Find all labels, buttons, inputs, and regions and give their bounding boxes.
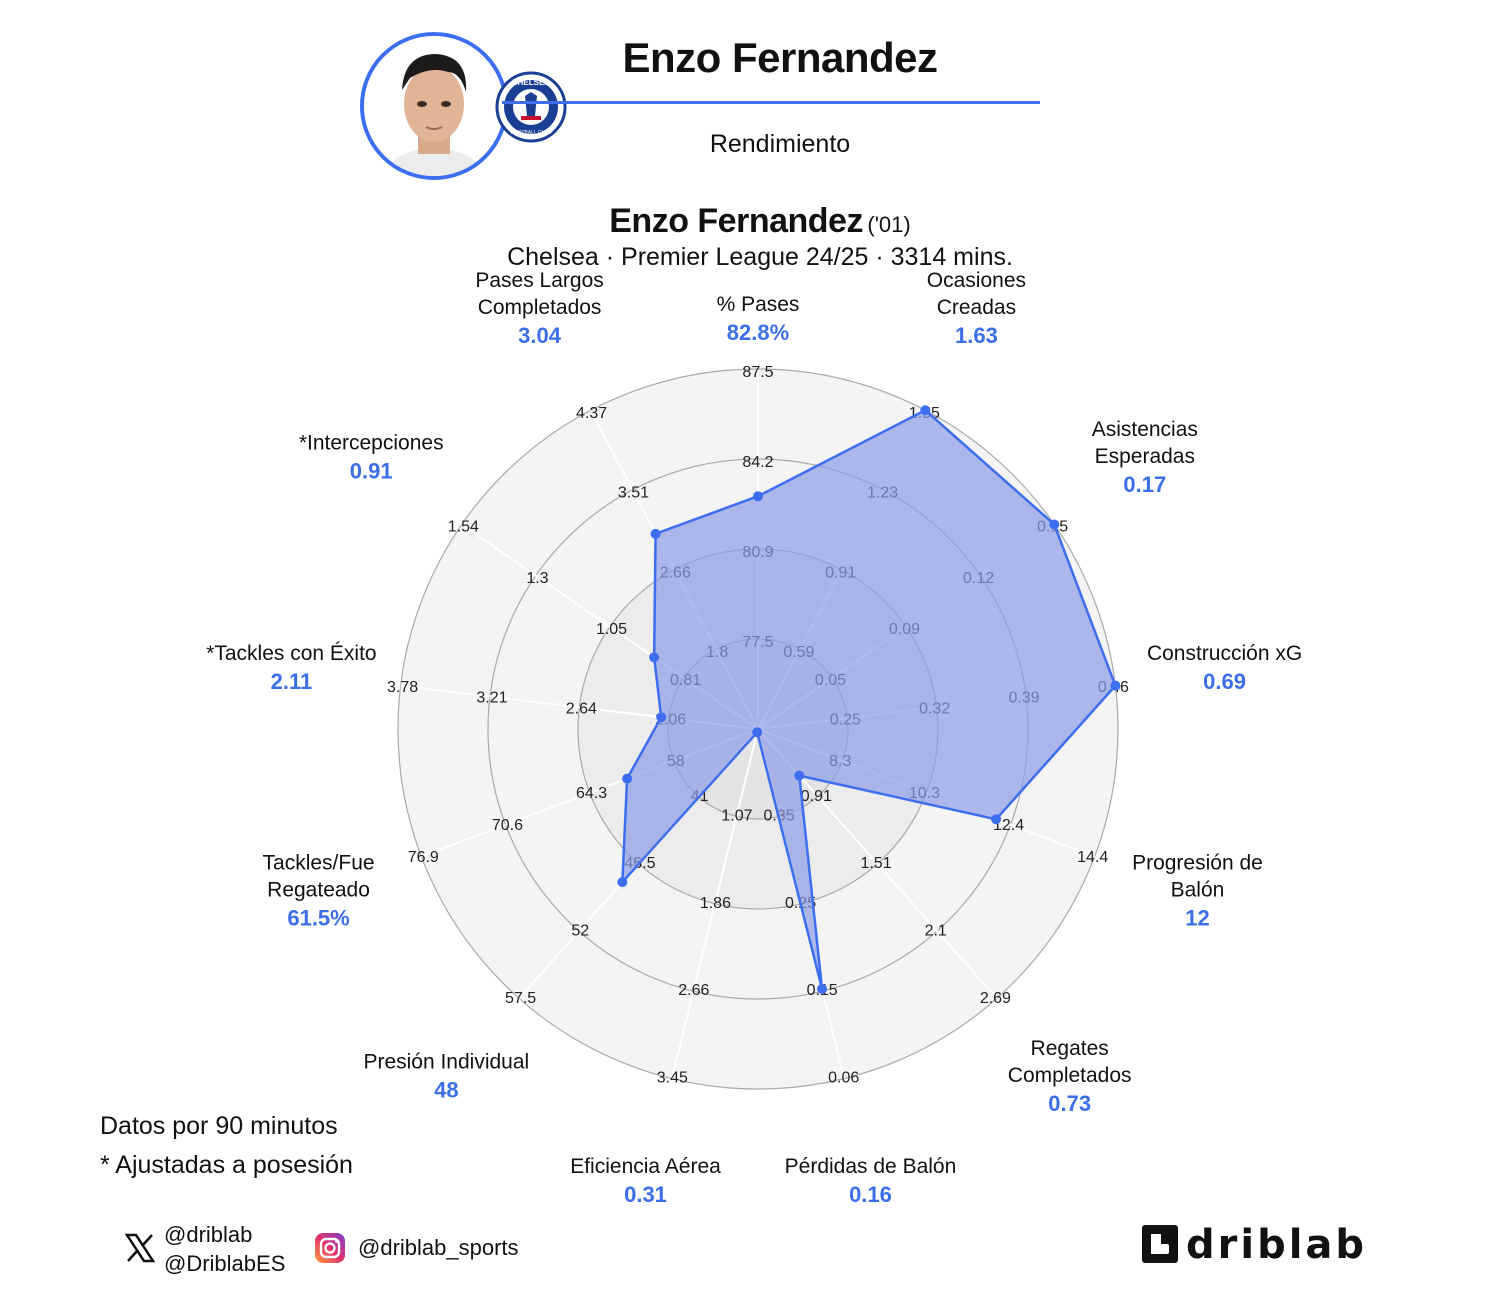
radar-point <box>1049 519 1060 530</box>
crest-text: CHELSEA <box>512 78 550 87</box>
axis-value-label: 12 <box>1185 906 1209 931</box>
radar-tick-label: 14.4 <box>1077 849 1108 866</box>
chart-title-year: ('01) <box>867 212 911 237</box>
radar-point <box>752 727 763 738</box>
axis-label: Construcción xG <box>1147 642 1302 665</box>
chart-subtitle: Chelsea · Premier League 24/25 · 3314 mi… <box>507 243 1013 271</box>
radar-point <box>622 773 633 784</box>
radar-tick-label: 1.51 <box>860 855 891 872</box>
radar-tick-label: 1.07 <box>721 807 752 824</box>
radar-tick-label: 0.91 <box>801 788 832 805</box>
radar-area <box>621 408 1117 991</box>
radar-tick-label: 12.4 <box>993 817 1024 834</box>
axis-value-label: 0.16 <box>849 1182 892 1207</box>
axis-value-label: 61.5% <box>287 906 349 931</box>
radar-tick-label: 2.64 <box>566 701 597 718</box>
radar-spoke <box>670 728 759 1079</box>
x-logo-icon <box>124 1233 156 1263</box>
axis-label: *Intercepciones <box>299 432 444 455</box>
radar-tick-label: 84.2 <box>742 454 773 471</box>
note-adjusted: * Ajustadas a posesión <box>100 1151 353 1179</box>
axis-label: *Tackles con Éxito <box>206 642 376 665</box>
axis-value-label: 3.04 <box>518 323 562 348</box>
chart-title: Enzo Fernandez ('01) <box>420 202 1100 241</box>
radar-tick-label: 1.3 <box>526 570 548 587</box>
radar-tick-label: 64.3 <box>576 785 607 802</box>
axis-label: Completados <box>478 296 602 319</box>
axis-label: Progresión de <box>1132 852 1263 875</box>
header-subtitle: Rendimiento <box>709 130 851 158</box>
axis-label: Tackles/Fue <box>263 852 375 875</box>
radar-tick-label: 1.86 <box>700 895 731 912</box>
axis-label: Balón <box>1171 879 1225 902</box>
axis-value-label: 82.8% <box>727 320 789 345</box>
radar-tick-label: 57.5 <box>505 990 536 1007</box>
radar-point <box>649 652 660 663</box>
radar-tick-label: 87.5 <box>742 364 773 381</box>
x-handle-primary[interactable]: @driblab <box>164 1222 253 1247</box>
axis-value-label: 0.73 <box>1048 1091 1091 1116</box>
radar-tick-label: 2.1 <box>925 923 947 940</box>
driblab-wordmark: driblab <box>1186 1222 1367 1266</box>
radar-point <box>1110 680 1121 691</box>
radar-tick-label: 4.37 <box>576 405 607 422</box>
axis-label: Regateado <box>267 879 370 902</box>
crest-subtext: FOOTBALL CLUB <box>511 130 552 136</box>
axis-label: Asistencias <box>1092 418 1198 441</box>
x-handle-secondary[interactable]: @DriblabES <box>164 1251 286 1276</box>
axis-label: Regates <box>1031 1037 1109 1060</box>
axis-label: Pérdidas de Balón <box>785 1155 957 1178</box>
axis-label: % Pases <box>717 293 800 316</box>
instagram-icon <box>315 1233 345 1263</box>
radar-tick-label: 3.45 <box>657 1070 688 1087</box>
axis-value-label: 1.63 <box>955 323 998 348</box>
axis-label: Creadas <box>937 296 1016 319</box>
radar-point <box>617 877 628 888</box>
axis-value-label: 48 <box>434 1077 458 1102</box>
driblab-logo: driblab <box>1142 1222 1367 1266</box>
radar-tick-label: 3.21 <box>476 690 507 707</box>
radar-tick-label: 3.78 <box>387 679 418 696</box>
radar-tick-label: 3.51 <box>618 485 649 502</box>
axis-value-label: 0.69 <box>1203 669 1246 694</box>
note-per90: Datos por 90 minutos <box>100 1112 338 1140</box>
radar-tick-label: 1.05 <box>596 621 627 638</box>
instagram-handle[interactable]: @driblab_sports <box>358 1235 519 1260</box>
radar-point <box>794 770 805 781</box>
radar-tick-label: 76.9 <box>408 849 439 866</box>
axis-label: Presión Individual <box>363 1050 529 1073</box>
radar-point <box>817 983 828 994</box>
player-photo <box>360 32 508 180</box>
axis-value-label: 0.91 <box>350 459 393 484</box>
chart-title-name: Enzo Fernandez <box>609 202 863 240</box>
radar-point <box>650 528 661 539</box>
header-divider <box>502 101 1040 104</box>
radar-tick-label: 1.54 <box>448 519 479 536</box>
axis-label: Completados <box>1008 1064 1132 1087</box>
radar-tick-label: 2.69 <box>980 990 1011 1007</box>
radar-point <box>920 405 931 416</box>
radar-tick-label: 52 <box>571 923 589 940</box>
radar-point <box>656 712 667 723</box>
axis-value-label: 0.17 <box>1123 472 1166 497</box>
axis-value-label: 0.31 <box>624 1182 667 1207</box>
player-name: Enzo Fernandez <box>622 34 938 81</box>
radar-point <box>753 491 763 502</box>
axis-label: Esperadas <box>1095 445 1195 468</box>
axis-label: Eficiencia Aérea <box>570 1155 721 1178</box>
axis-value-label: 2.11 <box>271 669 313 694</box>
radar-point <box>991 814 1002 825</box>
radar-tick-label: 70.6 <box>492 817 523 834</box>
axis-label: Pases Largos <box>475 269 603 292</box>
radar-tick-label: 2.66 <box>678 982 709 999</box>
axis-label: Ocasiones <box>927 269 1026 292</box>
chelsea-crest-icon: CHELSEA FOOTBALL CLUB <box>495 71 567 143</box>
radar-tick-label: 0.06 <box>828 1070 859 1087</box>
